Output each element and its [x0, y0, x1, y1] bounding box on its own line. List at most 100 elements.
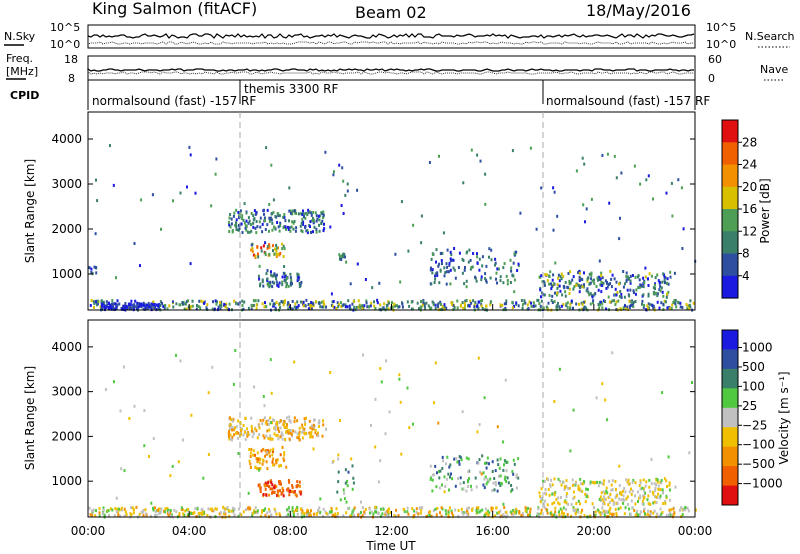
- velocity-cell: [143, 409, 146, 413]
- power-cell: [434, 303, 437, 307]
- velocity-cell: [303, 427, 306, 431]
- power-cell: [357, 299, 360, 303]
- velocity-cell: [657, 484, 660, 488]
- velocity-cell: [594, 510, 597, 514]
- power-cell: [448, 261, 451, 265]
- velocity-cell: [353, 506, 356, 510]
- velocity-cell: [385, 512, 388, 516]
- velocity-cell: [309, 435, 312, 439]
- power-cell: [411, 307, 414, 311]
- velocity-cell: [206, 513, 209, 517]
- velocity-cell: [622, 494, 625, 498]
- power-cell: [543, 283, 546, 287]
- power-cell: [270, 218, 273, 222]
- power-cell: [296, 300, 299, 304]
- velocity-cell: [434, 507, 437, 511]
- velocity-cell: [101, 512, 104, 516]
- power-cell: [342, 255, 345, 259]
- power-cell: [590, 197, 593, 201]
- power-cell: [664, 300, 667, 304]
- power-cell: [647, 302, 650, 306]
- power-cell: [686, 306, 689, 310]
- power-cell: [550, 282, 552, 286]
- power-cell: [302, 302, 304, 306]
- power-cell: [273, 281, 275, 285]
- velocity-cell: [252, 432, 255, 436]
- velocity-cell: [432, 509, 435, 513]
- power-cell: [652, 304, 655, 308]
- velocity-cell: [263, 416, 266, 420]
- velocity-cell: [603, 479, 606, 483]
- power-cell: [545, 273, 548, 277]
- velocity-cell: [614, 480, 617, 483]
- power-cell: [291, 307, 294, 311]
- velocity-cell: [611, 351, 614, 355]
- power-cell: [443, 306, 446, 310]
- velocity-cell: [279, 489, 281, 493]
- power-cell: [189, 262, 192, 266]
- velocity-cell: [575, 481, 577, 485]
- power-cell: [302, 304, 305, 308]
- power-cell: [312, 217, 314, 220]
- power-cell: [660, 301, 663, 305]
- velocity-cell: [150, 501, 153, 505]
- velocity-cell: [622, 498, 624, 502]
- velocity-cell: [265, 434, 268, 438]
- power-cell: [615, 280, 618, 284]
- power-cell: [626, 288, 629, 292]
- power-cell: [441, 262, 443, 266]
- velocity-cell: [115, 510, 118, 514]
- power-cell: [172, 300, 174, 304]
- time-x-axis: 00:00 04:00 08:00 12:00 16:00 20:00 00:00: [71, 304, 712, 538]
- velocity-cell: [268, 454, 271, 458]
- velocity-cell: [553, 501, 556, 505]
- velocity-cell: [468, 506, 470, 510]
- power-cell: [259, 284, 261, 288]
- velocity-cell: [337, 470, 340, 474]
- velocity-cell: [318, 425, 321, 428]
- power-cell: [277, 284, 280, 288]
- velocity-cell: [321, 434, 324, 438]
- velocity-cell: [610, 498, 613, 502]
- velocity-cell: [433, 401, 435, 405]
- velocity-cell: [470, 488, 473, 492]
- power-cell: [646, 304, 649, 308]
- power-cell: [624, 307, 627, 311]
- velocity-cell: [298, 480, 301, 484]
- power-cell: [560, 304, 563, 308]
- power-cell: [155, 303, 158, 307]
- power-cell: [552, 228, 555, 232]
- velocity-cell: [228, 434, 230, 438]
- power-cell: [666, 306, 669, 310]
- velocity-cell: [268, 508, 270, 511]
- velocity-cell: [387, 514, 390, 518]
- velocity-cell: [275, 422, 278, 426]
- power-cell: [116, 303, 119, 307]
- power-cell: [619, 216, 621, 220]
- power-cell: [638, 286, 641, 290]
- colorbar-swatch: [722, 120, 738, 143]
- power-cell: [274, 274, 277, 278]
- power-cell: [168, 304, 171, 308]
- velocity-cell: [565, 485, 568, 489]
- power-cell: [692, 301, 695, 305]
- power-cell: [597, 303, 600, 306]
- power-cell: [606, 152, 609, 156]
- velocity-cell: [643, 496, 646, 499]
- velocity-cell: [649, 510, 652, 514]
- power-cell: [485, 278, 487, 282]
- power-cell: [569, 270, 572, 274]
- velocity-cell: [584, 492, 587, 496]
- velocity-cell: [268, 509, 271, 513]
- velocity-cell: [314, 428, 317, 432]
- power-cell: [325, 305, 327, 309]
- velocity-cell: [633, 509, 636, 512]
- velocity-cell: [284, 437, 287, 441]
- velocity-cell: [128, 417, 131, 420]
- power-cell: [276, 246, 279, 250]
- power-cell: [88, 266, 91, 270]
- velocity-cell: [647, 509, 650, 513]
- power-cell: [501, 303, 504, 307]
- power-cell: [669, 270, 672, 274]
- velocity-cell: [207, 391, 210, 395]
